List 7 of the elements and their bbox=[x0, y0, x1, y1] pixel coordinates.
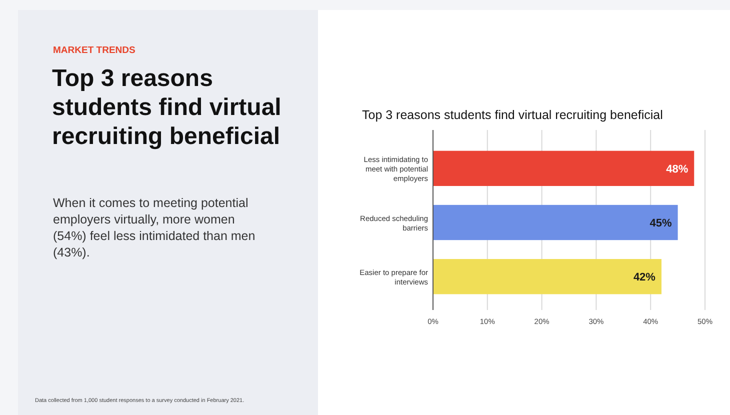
data-label: 42% bbox=[633, 272, 656, 284]
data-label: 48% bbox=[666, 163, 688, 176]
text: Top 3 reasons students find virtual recruiting beneficial bbox=[52, 65, 282, 150]
chart-title: Top 3 reasons students find virtual recruiting beneficial bbox=[362, 108, 663, 122]
text: MARKET TRENDS bbox=[53, 45, 136, 56]
data-label: 45% bbox=[650, 218, 672, 230]
text: When it comes to meeting potential employers virtually, more women (54%) feel less intimidated than men (43%). bbox=[53, 196, 256, 260]
